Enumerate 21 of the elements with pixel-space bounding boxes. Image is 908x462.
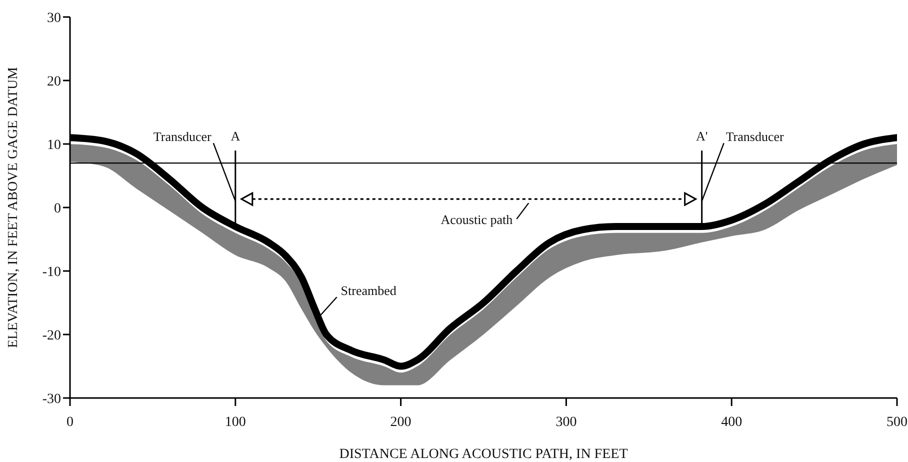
annotation: Streambed <box>340 283 397 298</box>
y-tick-label: 20 <box>47 74 61 90</box>
ref-line-label: A' <box>696 128 708 144</box>
x-tick-label: 500 <box>886 414 908 430</box>
annotation: Transducer <box>726 129 785 144</box>
x-tick-label: 300 <box>556 414 577 430</box>
y-tick-label: -10 <box>42 264 61 280</box>
y-tick-label: 30 <box>47 10 61 26</box>
x-tick-label: 400 <box>721 414 742 430</box>
y-tick-label: -30 <box>42 392 61 407</box>
y-axis-title: ELEVATION, IN FEET ABOVE GAGE DATUM <box>6 66 21 348</box>
annotation: Acoustic path <box>440 212 514 228</box>
y-tick-label: 10 <box>47 138 61 153</box>
x-tick-label: 0 <box>66 414 74 430</box>
y-tick-label: -20 <box>42 328 61 344</box>
x-axis-title: DISTANCE ALONG ACOUSTIC PATH, IN FEET <box>339 447 628 462</box>
ref-line-label: A <box>230 128 241 144</box>
y-tick-label: 0 <box>54 201 61 216</box>
annotation: Transducer <box>153 129 212 144</box>
x-tick-label: 100 <box>224 414 246 430</box>
x-tick-label: 200 <box>390 414 412 430</box>
